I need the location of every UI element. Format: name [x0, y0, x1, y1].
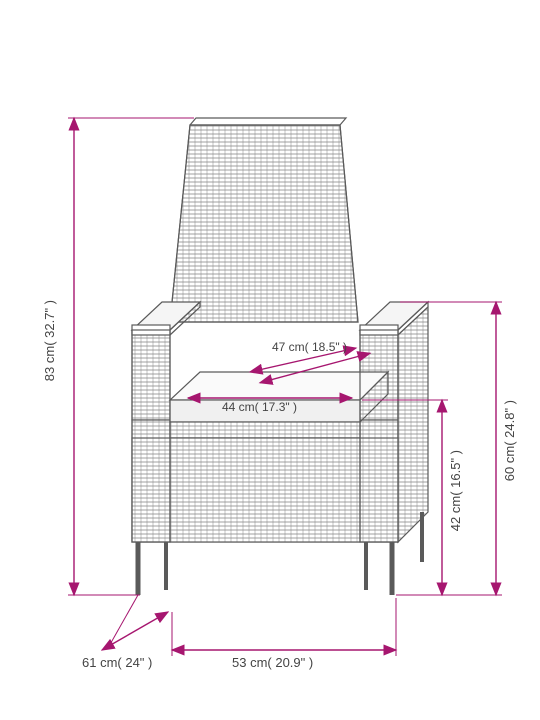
seat-cushion-top — [170, 372, 388, 400]
dim-arm-height: 60 cm( 24.8" ) — [502, 400, 517, 481]
chair-diagram — [132, 118, 428, 595]
dim-inside-width: 44 cm( 17.3" ) — [222, 400, 297, 414]
dim-width: 53 cm( 20.9" ) — [232, 655, 313, 670]
dim-seat-height: 42 cm( 16.5" ) — [448, 450, 463, 531]
backrest-outline — [170, 125, 358, 322]
dim-inside-depth: 47 cm( 18.5" ) — [272, 340, 347, 354]
left-arm-front — [132, 330, 170, 420]
dim-height-total: 83 cm( 32.7" ) — [42, 300, 57, 381]
dim-depth: 61 cm( 24" ) — [82, 655, 152, 670]
